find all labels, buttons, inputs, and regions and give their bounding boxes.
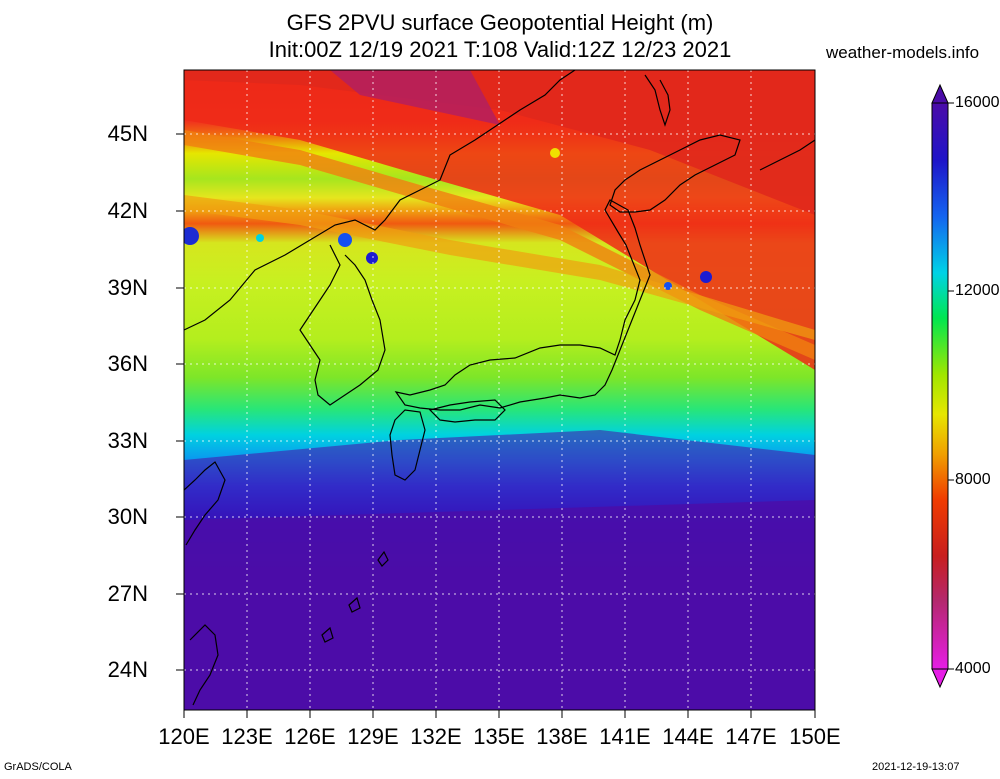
colorbar-label-16000: 16000 <box>955 94 1000 111</box>
lon-label-120e: 120E <box>158 724 210 749</box>
lon-label-150e: 150E <box>789 724 841 749</box>
lat-label-30n: 30N <box>107 504 148 529</box>
grid-lines <box>184 70 815 710</box>
lat-label-36n: 36N <box>107 351 148 376</box>
colorbar-label-4000: 4000 <box>955 660 991 677</box>
lon-label-147e: 147E <box>725 724 777 749</box>
lon-label-144e: 144E <box>662 724 714 749</box>
colorbar-label-12000: 12000 <box>955 282 1000 299</box>
lon-label-135e: 135E <box>473 724 525 749</box>
lat-label-45n: 45N <box>107 121 148 146</box>
colorbar-top-arrow <box>931 83 949 104</box>
colorbar-label-8000: 8000 <box>955 471 991 488</box>
axis-ticks <box>176 133 816 718</box>
lon-label-129e: 129E <box>347 724 399 749</box>
lat-label-33n: 33N <box>107 428 148 453</box>
footer-timestamp: 2021-12-19-13:07 <box>872 761 960 773</box>
lat-label-27n: 27N <box>107 581 148 606</box>
colorbar-scale <box>931 102 949 670</box>
colorbar-bottom-arrow <box>931 668 949 689</box>
lon-label-123e: 123E <box>221 724 273 749</box>
map-subtitle: Init:00Z 12/19 2021 T:108 Valid:12Z 12/2… <box>268 37 732 62</box>
height-field <box>184 70 815 710</box>
site-credit: weather-models.info <box>826 43 980 62</box>
lat-label-24n: 24N <box>107 657 148 682</box>
lon-label-138e: 138E <box>536 724 588 749</box>
lon-label-126e: 126E <box>284 724 336 749</box>
lat-label-39n: 39N <box>107 275 148 300</box>
colorbar <box>931 83 954 689</box>
footer-software: GrADS/COLA <box>4 761 72 773</box>
lat-label-42n: 42N <box>107 198 148 223</box>
lon-label-132e: 132E <box>410 724 462 749</box>
map-title: GFS 2PVU surface Geopotential Height (m) <box>286 10 714 35</box>
lon-label-141e: 141E <box>599 724 651 749</box>
coastlines <box>184 70 815 706</box>
